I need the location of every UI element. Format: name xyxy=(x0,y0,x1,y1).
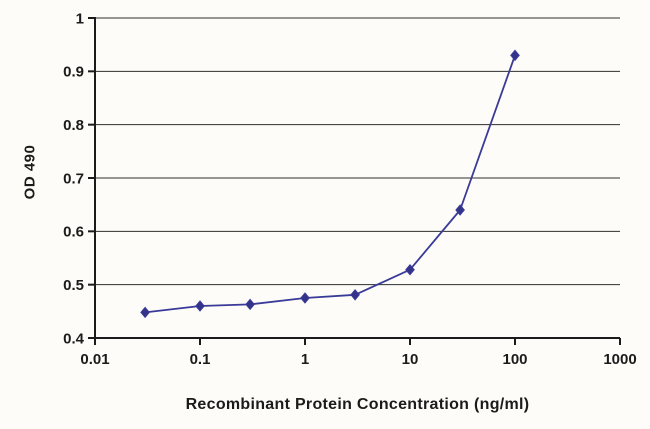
data-point-marker xyxy=(350,289,360,301)
data-point-marker xyxy=(455,204,465,216)
y-tick-label: 0.4 xyxy=(63,330,85,347)
x-tick-label: 0.01 xyxy=(80,351,109,368)
y-tick-label: 0.6 xyxy=(63,224,84,241)
x-tick-label: 1000 xyxy=(603,351,636,368)
data-point-marker xyxy=(140,306,150,319)
x-tick-label: 1 xyxy=(301,351,309,368)
data-point-marker xyxy=(300,292,310,304)
x-axis-title: Recombinant Protein Concentration (ng/ml… xyxy=(185,396,530,413)
data-point-marker xyxy=(245,298,255,311)
series-line xyxy=(144,54,516,314)
x-tick-label: 10 xyxy=(402,351,419,368)
x-tick-label: 0.1 xyxy=(190,351,211,368)
y-tick-label: 0.8 xyxy=(63,117,84,134)
data-point-marker xyxy=(195,300,205,312)
y-tick-label: 0.7 xyxy=(63,170,84,187)
data-point-marker xyxy=(405,263,415,276)
y-axis-title: OD 490 xyxy=(21,144,39,200)
y-tick-label: 0.5 xyxy=(63,277,84,294)
data-point-marker xyxy=(510,49,520,62)
y-tick-label: 0.9 xyxy=(63,64,84,81)
x-tick-label: 100 xyxy=(502,351,527,368)
y-tick-label: 1 xyxy=(76,10,84,27)
